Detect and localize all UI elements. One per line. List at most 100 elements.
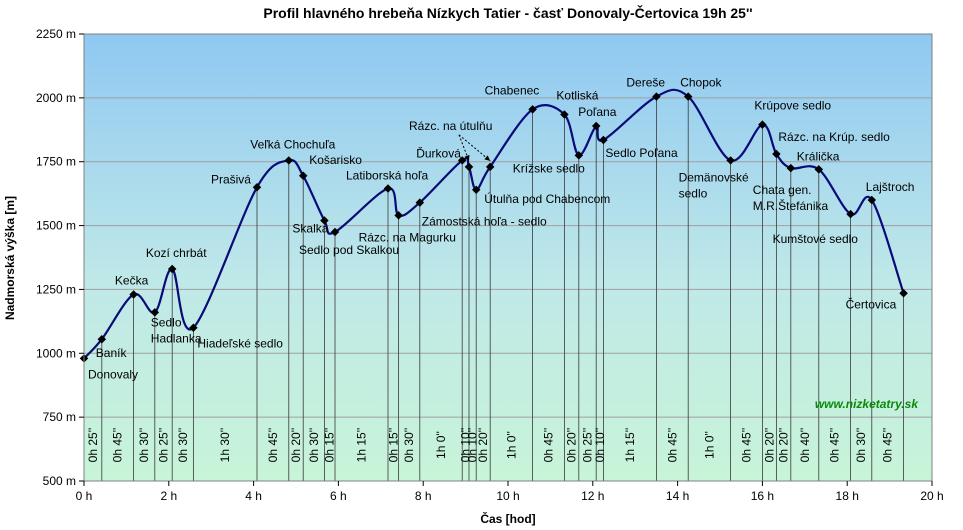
segment-duration-label: 0h 40'' [798, 428, 812, 463]
waypoint-label: Prašivá [211, 172, 251, 186]
waypoint-marker [415, 198, 425, 207]
waypoint-label: Sedlo pod Skalkou [299, 243, 399, 257]
waypoint-label: Dereše [626, 76, 665, 90]
segment-duration-label: 0h 45'' [665, 428, 679, 463]
x-tick-label: 0 h [76, 489, 93, 503]
waypoint-marker [464, 162, 474, 172]
x-tick-label: 20 h [920, 489, 943, 503]
x-tick-label: 2 h [160, 489, 177, 503]
y-tick-label: 2250 m [36, 27, 76, 41]
waypoint-label: Sedlo [151, 315, 182, 329]
x-tick-label: 4 h [245, 489, 262, 503]
waypoint-label: Kečka [115, 274, 149, 288]
segment-duration-label: 0h 45'' [266, 428, 280, 463]
segment-duration-label: 0h 20'' [777, 428, 791, 463]
segment-duration-label: 0h 45'' [541, 428, 555, 463]
x-axis-ticks: 0 h 2 h 4 h 6 h 8 h 10 h 12 h 14 h 16 h 18 h 20 h [76, 481, 944, 503]
annotation-arrowhead [464, 154, 470, 161]
waypoint-marker [284, 156, 294, 165]
duration-labels: 0h 25'' 0h 45'' 0h 30'' 0h 25'' 0h 30'' 1h 30… [86, 428, 895, 463]
grid-lines [84, 97, 932, 418]
segment-duration-label: 1h 15'' [355, 428, 369, 463]
x-tick-label: 10 h [496, 489, 519, 503]
drop-lines [101, 96, 904, 481]
y-tick-label: 500 m [43, 474, 76, 488]
x-tick-label: 8 h [415, 489, 432, 503]
annotation-arrow [458, 134, 491, 162]
y-tick-label: 1250 m [36, 282, 76, 296]
y-tick-label: 750 m [43, 410, 76, 424]
waypoint-label: Útulňa pod Chabencom [484, 191, 610, 206]
segment-duration-label: 0h 45'' [740, 428, 754, 463]
waypoint-label: Latiborská hoľa [346, 169, 429, 183]
waypoint-marker [485, 162, 495, 172]
waypoint-marker [97, 334, 107, 344]
waypoint-marker [471, 185, 481, 195]
x-tick-label: 6 h [330, 489, 347, 503]
waypoint-marker [457, 156, 467, 165]
waypoint-marker [899, 289, 908, 298]
waypoint-marker [383, 184, 393, 193]
waypoint-label: Krížske sedlo [513, 161, 585, 175]
waypoint-label: Rázc. na Krúp. sedlo [778, 130, 890, 144]
segment-duration-label: 0h 30'' [854, 428, 868, 463]
waypoint-label: Zámostská hoľa - sedlo [422, 215, 547, 229]
annotation-arrow [458, 134, 470, 162]
waypoint-label: Chata gen. [753, 183, 812, 197]
waypoint-labels: Donovaly Baník Kečka Sedlo Hadlanka Kozí chrb… [88, 76, 914, 382]
y-tick-label: 1000 m [36, 346, 76, 360]
waypoint-marker [150, 308, 160, 317]
waypoint-label: Donovaly [88, 367, 138, 381]
segment-duration-label: 1h 0'' [504, 431, 518, 459]
segment-duration-label: 1h 0'' [702, 431, 716, 459]
segment-duration-label: 0h 45'' [111, 428, 125, 463]
waypoint-label: Hadlanka [151, 331, 202, 345]
segment-duration-label: 0h 30'' [402, 428, 416, 463]
waypoint-label: Poľana [578, 105, 617, 119]
waypoint-label: Demänovské [679, 170, 749, 184]
y-tick-label: 1750 m [36, 155, 76, 169]
x-axis-title: Čas [hod] [480, 511, 535, 526]
y-axis-title: Nadmorská výška [m] [3, 196, 17, 320]
segment-duration-label: 1h 15'' [623, 428, 637, 463]
segment-duration-label: 0h 10'' [593, 428, 607, 463]
segment-duration-label: 1h 30'' [218, 428, 232, 463]
y-axis-ticks: 500 m 750 m 1000 m 1250 m 1500 m 1750 m 2000 m… [36, 27, 84, 488]
segment-duration-label: 0h 30'' [137, 428, 151, 463]
waypoint-label: Chopok [680, 76, 722, 90]
waypoint-label: Kotliská [556, 88, 598, 102]
waypoint-marker [252, 183, 262, 192]
x-tick-label: 16 h [751, 489, 774, 503]
waypoint-marker [394, 211, 403, 220]
waypoint-label: Sedlo Poľana [605, 146, 678, 160]
segment-duration-label: 0h 20'' [476, 428, 490, 463]
x-tick-label: 18 h [836, 489, 859, 503]
segment-duration-label: 0h 45'' [881, 428, 895, 463]
segment-duration-label: 0h 20'' [565, 428, 579, 463]
y-tick-label: 1500 m [36, 219, 76, 233]
waypoint-marker [189, 323, 198, 332]
waypoint-marker [129, 290, 138, 299]
segment-duration-label: 1h 0'' [434, 431, 448, 459]
segment-duration-label: 0h 30'' [307, 428, 321, 463]
segment-duration-label: 0h 25'' [581, 428, 595, 463]
waypoint-label: Rázc. na útulňu [409, 119, 492, 133]
waypoint-label: Ďurková [416, 145, 461, 160]
waypoint-label: sedlo [679, 186, 708, 200]
waypoint-marker [167, 264, 177, 274]
segment-duration-label: 0h 20'' [762, 428, 776, 463]
segment-duration-label: 0h 15'' [386, 428, 400, 463]
segment-duration-label: 0h 45'' [828, 428, 842, 463]
segment-duration-label: 0h 30'' [176, 428, 190, 463]
segment-duration-label: 0h 25'' [157, 428, 171, 463]
waypoint-label: Veľká Chochuľa [250, 137, 335, 151]
annotation-arrowhead [484, 155, 491, 161]
chart-title: Profil hlavného hrebeňa Nízkych Tatier -… [263, 4, 752, 21]
annotation-arrows [458, 134, 491, 162]
waypoint-label: Čertovica [846, 296, 897, 311]
x-tick-label: 14 h [666, 489, 689, 503]
waypoint-label: Skalka [292, 221, 328, 235]
waypoint-label: Baník [96, 346, 128, 360]
segment-duration-label: 0h 10'' [459, 428, 473, 463]
